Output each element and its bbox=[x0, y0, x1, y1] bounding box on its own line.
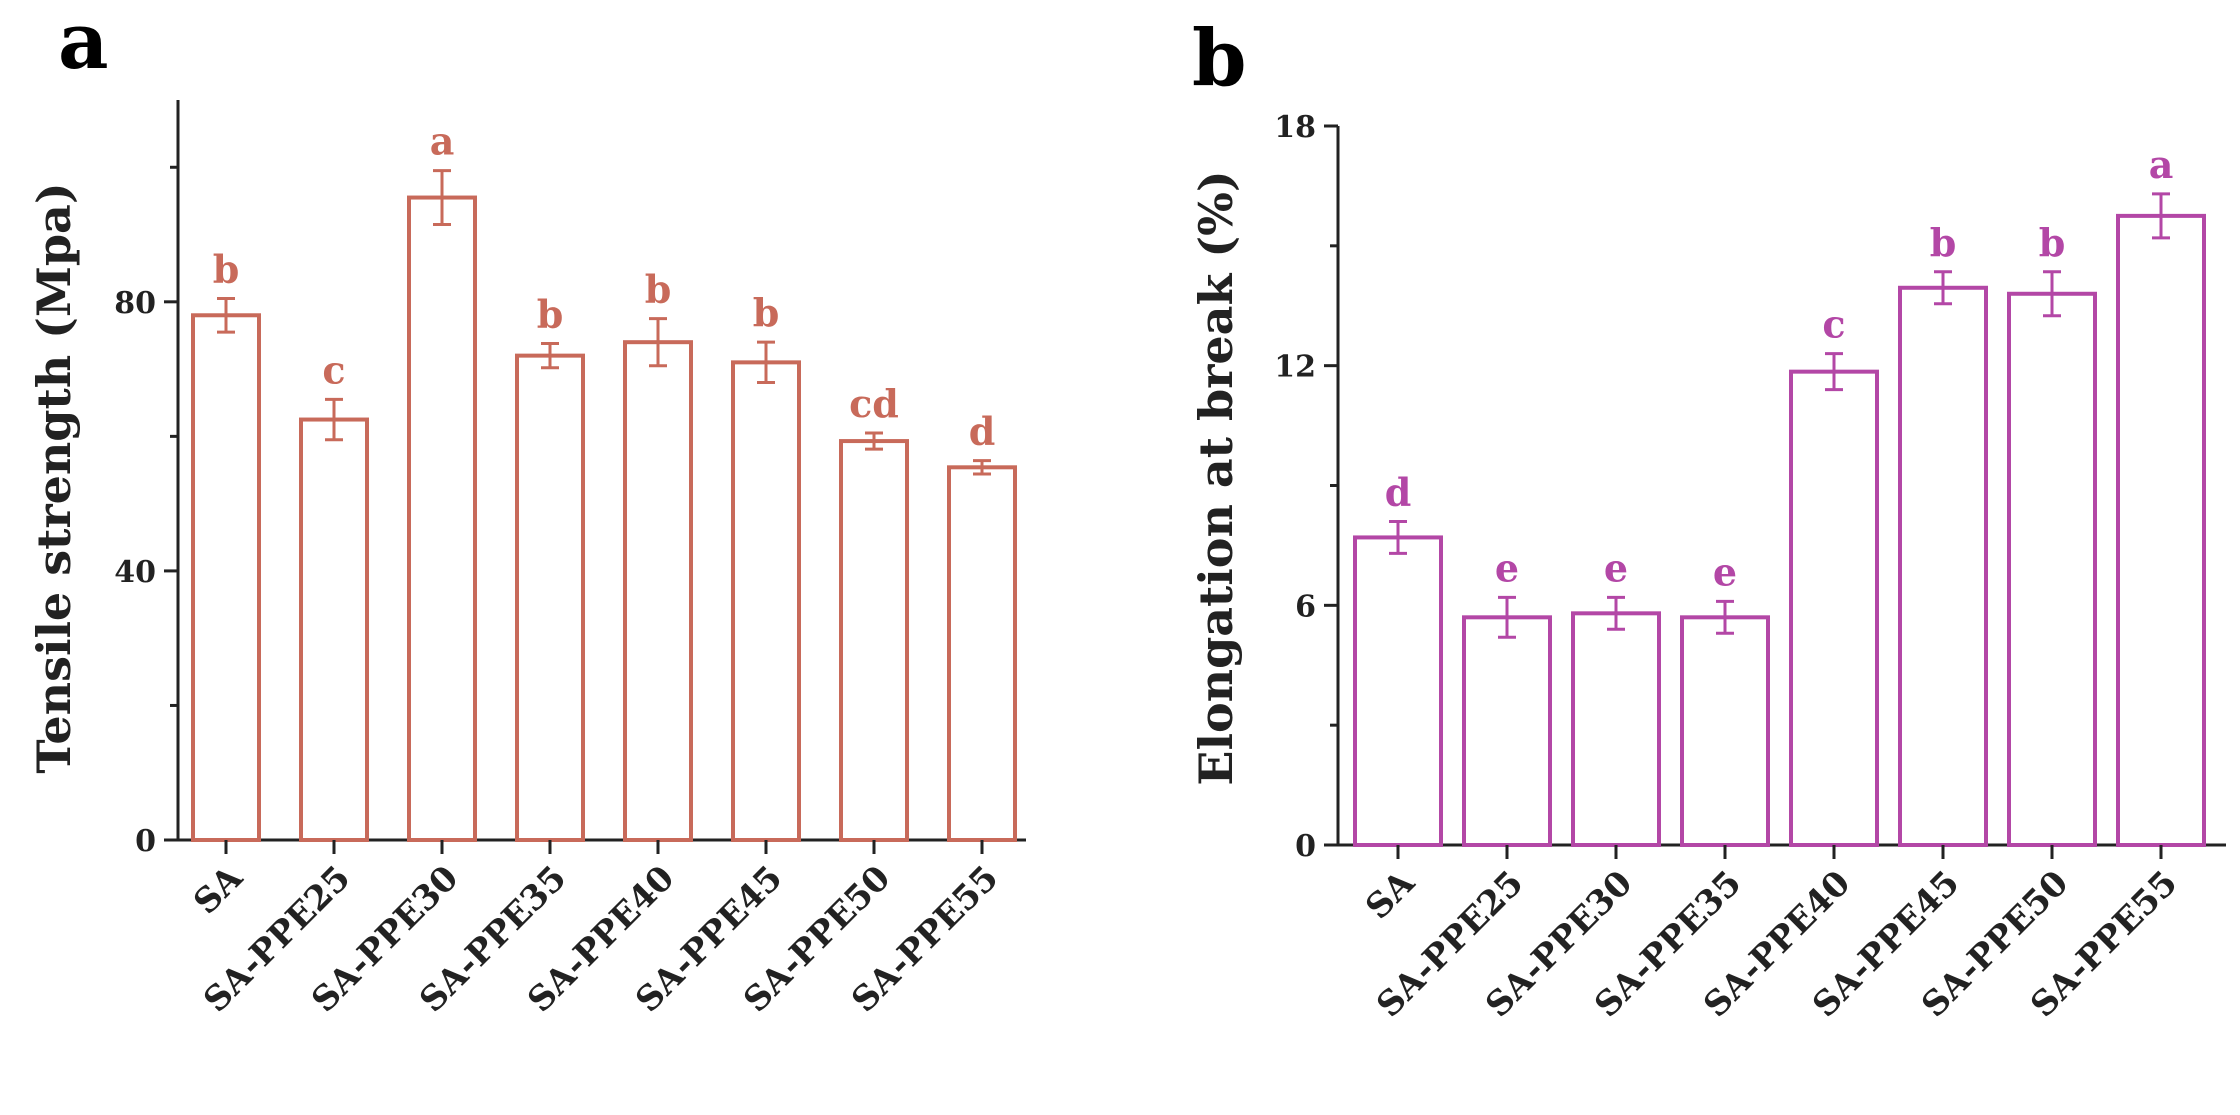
panel-b-bar bbox=[2007, 291, 2097, 847]
panel-a-y-tick-label: 0 bbox=[135, 824, 156, 859]
panel-a-y-tick-label: 40 bbox=[114, 555, 156, 590]
panel-a-significance-label: c bbox=[322, 347, 345, 392]
panel-b-significance-label: e bbox=[1713, 549, 1737, 594]
panel-a-significance-label: b bbox=[213, 246, 240, 291]
panel-a-significance-label: b bbox=[753, 290, 780, 335]
panel-a-y-axis-title: Tensile strength (Mpa) bbox=[27, 182, 81, 773]
panel-b-significance-label: c bbox=[1822, 302, 1845, 347]
panel-b-significance-label: b bbox=[2039, 220, 2066, 265]
panel-b-y-tick-label: 18 bbox=[1274, 110, 1316, 145]
panel-b-bar bbox=[1462, 615, 1552, 847]
panel-a-bar bbox=[947, 465, 1017, 842]
panel-b-bar bbox=[1571, 611, 1661, 847]
panel-b-bar bbox=[1353, 535, 1443, 848]
panel-b-category-label: SA bbox=[1358, 863, 1423, 928]
panel-a-bar bbox=[299, 417, 369, 842]
panel-a-bar bbox=[731, 360, 801, 842]
panel-b-significance-label: e bbox=[1495, 545, 1519, 590]
panel-b-significance-label: a bbox=[2149, 142, 2174, 187]
panel-a-bar bbox=[407, 195, 477, 842]
panel-b-y-tick-label: 6 bbox=[1295, 589, 1316, 624]
panel-b-bar bbox=[1680, 615, 1770, 847]
panel-b-y-tick-label: 0 bbox=[1295, 829, 1316, 864]
panel-b-elongation: b Elongation at break (%) 061218dSAeSA-P… bbox=[1189, 13, 2226, 1025]
panel-b-y-tick-label: 12 bbox=[1274, 350, 1316, 385]
panel-a-label: a bbox=[58, 0, 109, 87]
panel-a-tensile-strength: a Tensile strength (Mpa) 04080bSAcSA-PPE… bbox=[27, 0, 1026, 1020]
panel-b-significance-label: b bbox=[1930, 220, 1957, 265]
panel-a-significance-label: a bbox=[430, 119, 455, 164]
panel-b-bar bbox=[1789, 369, 1879, 847]
panel-b-bar bbox=[2116, 213, 2206, 847]
panel-b-label: b bbox=[1192, 13, 1247, 104]
panel-a-significance-label: cd bbox=[849, 381, 899, 426]
panel-b-y-axis-title: Elongation at break (%) bbox=[1189, 170, 1243, 785]
panel-a-category-label: SA bbox=[186, 858, 251, 923]
panel-a-plot-area: 04080bSAcSA-PPE25aSA-PPE30bSA-PPE35bSA-P… bbox=[114, 100, 1026, 1020]
panel-a-significance-label: d bbox=[969, 409, 996, 454]
panel-b-significance-label: e bbox=[1604, 545, 1628, 590]
panel-a-significance-label: b bbox=[645, 267, 672, 312]
panel-b-bar bbox=[1898, 285, 1988, 847]
panel-a-y-tick-label: 80 bbox=[114, 286, 156, 321]
panel-a-bar bbox=[623, 340, 693, 842]
panel-a-significance-label: b bbox=[537, 292, 564, 337]
panel-a-bar bbox=[839, 439, 909, 842]
panel-a-bar bbox=[515, 353, 585, 842]
panel-a-bar bbox=[191, 313, 261, 843]
panel-b-significance-label: d bbox=[1385, 469, 1412, 514]
panel-b-plot-area: 061218dSAeSA-PPE25eSA-PPE30eSA-PPE35cSA-… bbox=[1274, 110, 2226, 1025]
